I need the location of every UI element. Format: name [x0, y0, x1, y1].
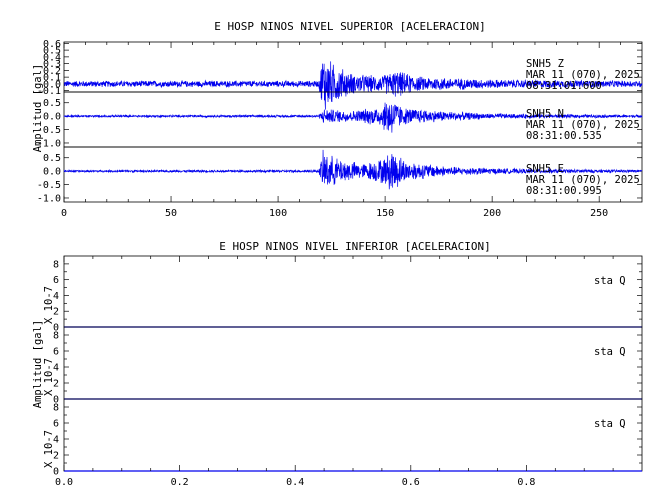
y-tick-label: -1.0 [37, 138, 61, 149]
y-tick-label: 6 [53, 275, 59, 286]
y-tick-label: 0.1 [43, 73, 61, 84]
x-tick-label: 0.8 [517, 477, 535, 488]
waveform-trace-3 [63, 149, 643, 190]
y-tick-label: -1.0 [37, 193, 61, 204]
trace-date-label: MAR 11 (070), 2025 [526, 69, 640, 81]
x-tick-label: 0.6 [402, 477, 420, 488]
x-tick-label: 0.0 [55, 477, 73, 488]
x-tick-label: 100 [269, 208, 287, 219]
y-tick-label: 0 [53, 323, 59, 334]
x-tick-label: 0.4 [286, 477, 304, 488]
scale-factor-label: X 10-7 [43, 430, 55, 468]
y-tick-label: 4 [53, 291, 59, 302]
y-tick-label: 0 [53, 467, 59, 478]
bottom-chart: E HOSP NINOS NIVEL INFERIOR [ACELERACION… [32, 240, 643, 488]
bottom-x-axis: 0.0 0.2 0.4 0.6 0.8 [55, 256, 614, 488]
x-tick-label: 150 [376, 208, 394, 219]
trace-date-label: MAR 11 (070), 2025 [526, 174, 640, 186]
y-tick-label: 8 [53, 331, 59, 342]
station-label: sta Q [594, 418, 626, 430]
trace-channel-label: SNH5 N [526, 108, 564, 120]
y-tick-label: -0.1 [37, 86, 61, 97]
y-tick-label: 2 [53, 307, 59, 318]
x-tick-label: 200 [483, 208, 501, 219]
top-panel-frame [63, 146, 643, 203]
bottom-chart-title: E HOSP NINOS NIVEL INFERIOR [ACELERACION… [219, 240, 491, 253]
bottom-panel-frame [63, 326, 643, 400]
y-tick-label: 0.2 [43, 66, 61, 77]
trace-time-label: 08:31:00.535 [526, 130, 602, 142]
top-x-axis: 0 50 100 150 200 250 [61, 42, 621, 219]
x-tick-label: 0.2 [171, 477, 189, 488]
y-tick-label: 8 [53, 259, 59, 270]
scale-factor-label: X 10-7 [43, 286, 55, 324]
y-tick-label: 0.0 [43, 112, 61, 123]
bottom-panel-1: 8 6 4 2 0X 10-7 sta Q [43, 255, 643, 334]
station-label: sta Q [594, 275, 626, 287]
trace-channel-label: SNH5 E [526, 163, 564, 175]
station-label: sta Q [594, 346, 626, 358]
trace-time-label: 08:31:00.995 [526, 185, 602, 197]
y-tick-label: 6 [53, 419, 59, 430]
top-chart: E HOSP NINOS NIVEL SUPERIOR [ACELERACION… [32, 20, 643, 219]
y-tick-label: 2 [53, 379, 59, 390]
x-tick-label: 0 [61, 208, 67, 219]
waveform-trace-2 [63, 102, 643, 133]
y-tick-label: -0.5 [37, 180, 61, 191]
y-tick-label: 6 [53, 347, 59, 358]
y-tick-label: 4 [53, 363, 59, 374]
y-tick-label: 0.0 [43, 167, 61, 178]
x-tick-label: 250 [590, 208, 608, 219]
y-tick-label: -0.5 [37, 125, 61, 136]
trace-time-label: 08:31:01.600 [526, 80, 602, 92]
y-tick-label: 4 [53, 435, 59, 446]
trace-channel-label: SNH5 Z [526, 58, 564, 70]
trace-date-label: MAR 11 (070), 2025 [526, 119, 640, 131]
y-tick-label: 8 [53, 403, 59, 414]
y-tick-label: 2 [53, 451, 59, 462]
y-tick-label: 0.5 [43, 153, 61, 164]
y-tick-label: 0 [53, 395, 59, 406]
bottom-chart-ylabel: Amplitud [gal] [32, 320, 44, 409]
top-chart-title: E HOSP NINOS NIVEL SUPERIOR [ACELERACION… [214, 20, 486, 33]
y-tick-label: 0.5 [43, 46, 61, 57]
waveform-trace-1 [63, 61, 643, 110]
y-tick-label: 0.0 [43, 79, 61, 90]
top-chart-ylabel: Amplitud [gal] [32, 64, 44, 153]
x-tick-label: 50 [165, 208, 177, 219]
y-tick-label: 0.6 [43, 39, 61, 50]
bottom-panel-frame [63, 255, 643, 328]
y-tick-label: 0.3 [43, 59, 61, 70]
y-tick-label: 0.5 [43, 98, 61, 109]
bottom-panel-frame [63, 398, 643, 472]
y-tick-label: 0.4 [43, 52, 61, 63]
scale-factor-label: X 10-7 [43, 358, 55, 396]
